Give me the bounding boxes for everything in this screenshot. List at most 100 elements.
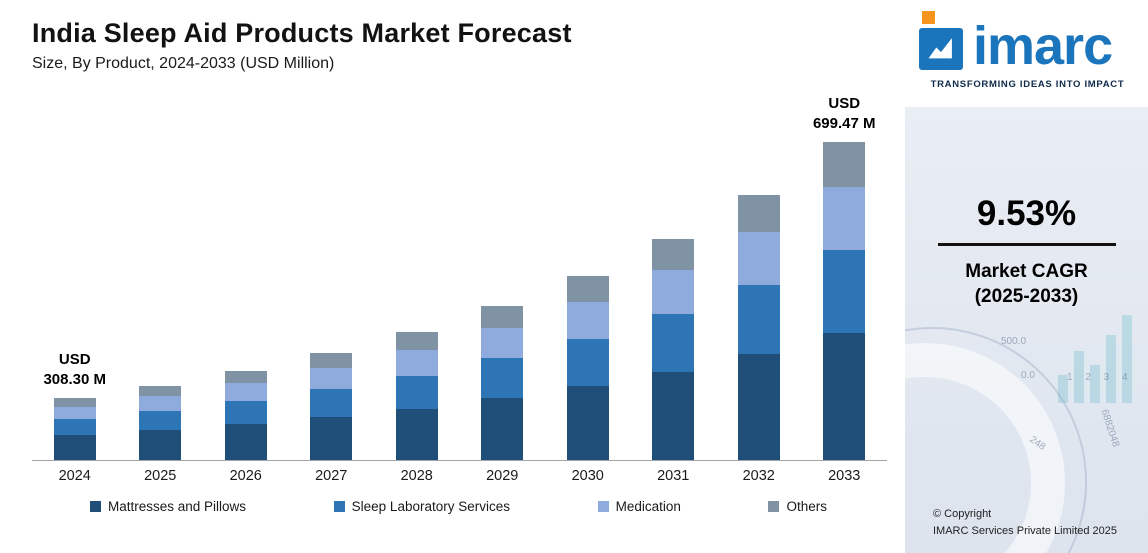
copyright-line: IMARC Services Private Limited 2025 [933, 524, 1118, 537]
decorative-number: 6882048 [1098, 408, 1122, 449]
imarc-logo-icon [919, 10, 967, 72]
stacked-bar-2027 [310, 353, 353, 460]
decorative-mini-bars [1058, 315, 1132, 403]
bar-segment [139, 386, 182, 397]
bar-segment [224, 371, 267, 384]
logo-wordmark: imarc [973, 15, 1113, 76]
copyright-line: © Copyright [933, 508, 992, 520]
imarc-logo: imarc TRANSFORMING IDEAS INTO IMPACT [905, 0, 1148, 90]
bar-column: USD 699.47 M [802, 83, 888, 460]
x-axis-label: 2025 [144, 468, 177, 484]
x-axis-label: 2028 [400, 468, 433, 484]
cagr-value: 9.53% [976, 194, 1077, 233]
legend-label: Others [786, 499, 827, 514]
bar-segment [139, 430, 182, 460]
bar-segment [566, 338, 609, 387]
x-axis-label: 2030 [571, 468, 604, 484]
cagr-period: (2025-2033) [974, 285, 1079, 307]
bar-segment [310, 367, 353, 390]
bar-segment [481, 358, 524, 399]
bar-column [289, 83, 375, 460]
decorative-number: 1 2 3 4 [1067, 372, 1133, 383]
stacked-bar-2029 [481, 306, 524, 460]
bar-value-label: USD 699.47 M [812, 94, 876, 132]
decorative-bar [1074, 351, 1084, 403]
bar-segment [737, 195, 780, 233]
stacked-bar-2032 [737, 195, 780, 460]
legend: Mattresses and Pillows Sleep Laboratory S… [32, 499, 887, 514]
decorative-bar [1106, 335, 1116, 403]
legend-label: Medication [615, 499, 681, 514]
page-title: India Sleep Aid Products Market Forecast [32, 18, 572, 48]
bar-segment [395, 408, 438, 460]
bar-column [374, 83, 460, 460]
logo-tagline: TRANSFORMING IDEAS INTO IMPACT [930, 79, 1125, 90]
legend-swatch [90, 501, 101, 512]
x-axis-label: 2026 [229, 468, 262, 484]
bars-container: USD 308.30 M USD 699.47 M [32, 83, 887, 461]
stacked-bar-chart: USD 308.30 M USD 699.47 M 2024 2025 2026 202… [32, 83, 887, 484]
bar-segment [823, 250, 866, 333]
bar-segment [224, 424, 267, 460]
bar-column [460, 83, 546, 460]
legend-item: Medication [597, 499, 681, 514]
stacked-bar-2026 [224, 371, 267, 460]
stacked-bar-2024 [53, 398, 96, 460]
copyright: © Copyright IMARC Services Private Limit… [933, 506, 1117, 539]
bar-column [545, 83, 631, 460]
bar-segment [652, 371, 695, 460]
legend-swatch [768, 501, 780, 512]
bar-column [118, 83, 204, 460]
page-subtitle: Size, By Product, 2024-2033 (USD Million… [32, 55, 335, 72]
bar-segment [652, 239, 695, 270]
bar-segment [823, 332, 866, 460]
bar-segment [395, 332, 438, 350]
bar-segment [737, 232, 780, 286]
bar-segment [737, 285, 780, 354]
bar-segment [224, 401, 267, 425]
decorative-bar [1090, 365, 1100, 403]
bar-segment [310, 417, 353, 460]
bar-value-label: USD 308.30 M [43, 350, 107, 388]
decorative-bar [1122, 315, 1132, 403]
legend-swatch [597, 501, 609, 512]
bar-column [716, 83, 802, 460]
legend-swatch [333, 501, 345, 512]
bar-segment [652, 314, 695, 372]
cagr-block: 9.53% Market CAGR (2025-2033) [905, 194, 1148, 309]
bar-segment [566, 386, 609, 460]
x-axis-label: 2032 [742, 468, 775, 484]
x-axis-label: 2029 [486, 468, 519, 484]
x-axis-labels: 2024 2025 2026 2027 2028 2029 2030 2031 2032 2033 [32, 468, 887, 484]
bar-segment [395, 349, 438, 376]
decorative-number: 500.0 [1001, 336, 1027, 347]
decorative-bar [1058, 375, 1068, 403]
bar-segment [566, 301, 609, 339]
bar-column [203, 83, 289, 460]
logo-orange-dot-icon [922, 11, 935, 24]
stacked-bar-2030 [566, 276, 609, 460]
legend-item: Others [768, 499, 827, 514]
x-axis-label: 2024 [58, 468, 91, 484]
bar-segment [566, 276, 609, 302]
bar-segment [823, 142, 866, 187]
bar-segment [139, 396, 182, 412]
stacked-bar-2033 [823, 142, 866, 460]
bar-segment [481, 398, 524, 460]
bar-column [631, 83, 717, 460]
legend-label: Sleep Laboratory Services [351, 499, 510, 514]
x-axis-label: 2031 [657, 468, 690, 484]
bar-segment [53, 406, 96, 420]
cagr-label: Market CAGR [965, 261, 1088, 282]
bar-segment [53, 419, 96, 436]
bar-column: USD 308.30 M [32, 83, 118, 460]
bar-segment [310, 389, 353, 418]
bar-segment [139, 411, 182, 431]
chart-panel: India Sleep Aid Products Market Forecast… [32, 18, 887, 514]
sidebar: 500.0 0.0 1 2 3 4 6882048 248 imarc TRAN… [905, 0, 1148, 553]
bar-segment [395, 375, 438, 409]
legend-label: Mattresses and Pillows [108, 499, 247, 514]
bar-segment [224, 383, 267, 402]
cagr-underline [937, 243, 1116, 246]
stacked-bar-2028 [395, 332, 438, 460]
